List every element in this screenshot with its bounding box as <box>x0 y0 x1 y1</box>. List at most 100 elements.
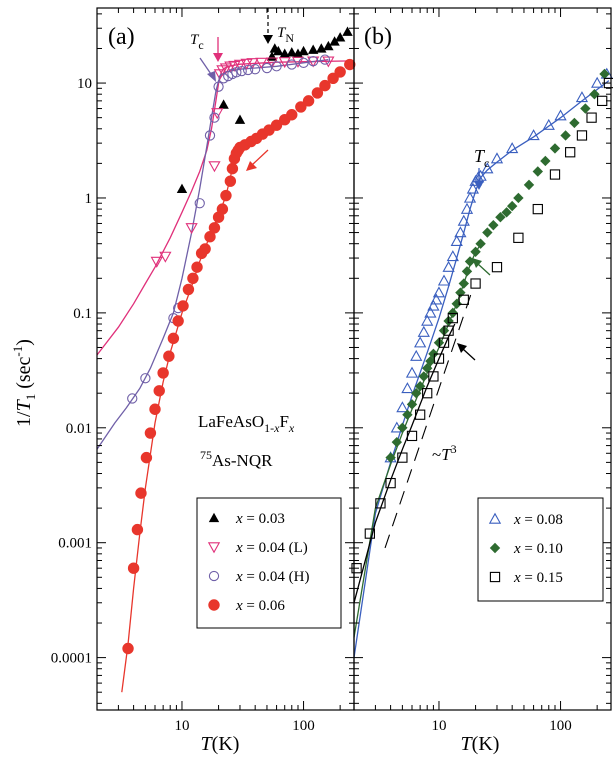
data-point <box>523 179 535 191</box>
legend-marker <box>208 570 220 582</box>
panel-a-label: (a) <box>108 24 135 50</box>
data-point <box>149 403 161 415</box>
data-point <box>140 373 151 384</box>
data-point <box>246 58 259 70</box>
data-point <box>172 315 184 327</box>
y-axis-title: 1/T1 (sec-1) <box>10 339 38 427</box>
data-point <box>447 312 458 324</box>
data-point <box>226 162 239 175</box>
data-point <box>495 212 506 223</box>
panel-a-tn-arrowhead <box>263 35 273 44</box>
data-point <box>228 60 241 72</box>
data-point <box>242 64 254 76</box>
data-point <box>549 169 561 180</box>
data-point <box>417 325 430 337</box>
data-point <box>159 251 172 263</box>
data-point <box>481 162 494 174</box>
data-point <box>351 563 362 574</box>
data-point <box>411 387 422 399</box>
data-point <box>344 58 356 71</box>
data-point <box>167 332 180 345</box>
panel-b-power-law-guide <box>384 292 472 549</box>
data-point <box>451 298 462 309</box>
data-point <box>187 272 199 284</box>
data-point <box>298 45 309 56</box>
panel-a-tc-arrowhead-purple <box>207 71 216 82</box>
data-point <box>385 477 396 489</box>
legend-marker <box>489 571 501 583</box>
x-tick-label: 10 <box>431 718 446 734</box>
data-point <box>597 95 608 107</box>
data-point <box>208 161 221 173</box>
data-point <box>209 112 220 123</box>
data-point <box>311 87 324 99</box>
data-point <box>144 427 157 439</box>
data-point <box>446 250 459 262</box>
data-point <box>261 62 273 74</box>
data-point <box>233 59 247 71</box>
data-point <box>271 61 282 72</box>
data-point <box>177 300 189 312</box>
data-point <box>463 191 477 203</box>
data-point <box>208 222 221 234</box>
panel-b-legend-item-3: x = 0.15 <box>513 570 563 586</box>
data-point <box>204 231 216 243</box>
data-point <box>220 189 232 202</box>
data-point <box>506 142 519 154</box>
data-point <box>308 56 319 67</box>
data-point <box>428 348 439 360</box>
data-point <box>218 99 229 109</box>
panel-b-green-arrow <box>477 263 491 276</box>
data-point <box>401 382 414 394</box>
panel-b: (b) Tc ~T3 x = 0.08 x = 0.10 x = 0.15 T(… <box>351 7 613 755</box>
panel-b-power-law-label: ~T3 <box>432 442 457 464</box>
data-point <box>466 182 480 194</box>
data-point <box>455 287 466 298</box>
panel-b-tc-label: Tc <box>474 146 489 170</box>
data-point <box>474 169 487 181</box>
data-point <box>414 336 427 348</box>
panel-a-legend: x = 0.03 x = 0.04 (L) x = 0.04 (H) x = 0… <box>196 497 342 629</box>
data-point <box>554 109 567 121</box>
panel-b-tc-arrowhead <box>474 181 484 190</box>
data-point <box>599 68 610 80</box>
panel-a-tc-label: Tc <box>190 32 204 52</box>
y-tick-label: 0.1 <box>73 306 92 322</box>
data-point <box>470 246 481 258</box>
data-point <box>513 192 524 204</box>
data-point <box>532 166 544 177</box>
data-point <box>430 293 443 305</box>
data-point <box>182 283 195 296</box>
data-point <box>586 112 597 123</box>
x-tick-label: 100 <box>292 718 315 734</box>
data-point <box>447 307 459 319</box>
legend-marker <box>208 599 220 611</box>
data-point <box>375 498 386 509</box>
data-point <box>569 117 580 129</box>
y-tick-label: 10 <box>77 76 92 92</box>
data-point <box>218 73 229 84</box>
data-point <box>461 266 473 277</box>
data-point <box>140 451 153 464</box>
data-point <box>236 65 247 77</box>
data-point <box>475 238 486 249</box>
data-point <box>323 40 334 51</box>
data-point <box>329 36 340 46</box>
y-tick-label: 1 <box>85 191 93 207</box>
panel-b-legend: x = 0.08 x = 0.10 x = 0.15 <box>477 497 604 602</box>
data-point <box>231 67 242 78</box>
data-point <box>292 48 304 58</box>
panel-a-legend-markers <box>207 512 221 611</box>
data-point <box>437 274 451 286</box>
fit-curve <box>353 240 484 638</box>
data-point <box>302 95 315 107</box>
panel-a-compound: LaFeAsO1-xFx <box>198 412 295 435</box>
data-point <box>150 256 163 268</box>
panel-a-red-arrowhead <box>246 161 257 171</box>
panel-b-data-points <box>351 67 613 574</box>
data-point <box>457 214 470 226</box>
panel-b-green-arrowhead <box>472 258 482 268</box>
data-point <box>490 152 504 164</box>
data-point <box>565 147 576 158</box>
legend-marker <box>488 512 502 524</box>
